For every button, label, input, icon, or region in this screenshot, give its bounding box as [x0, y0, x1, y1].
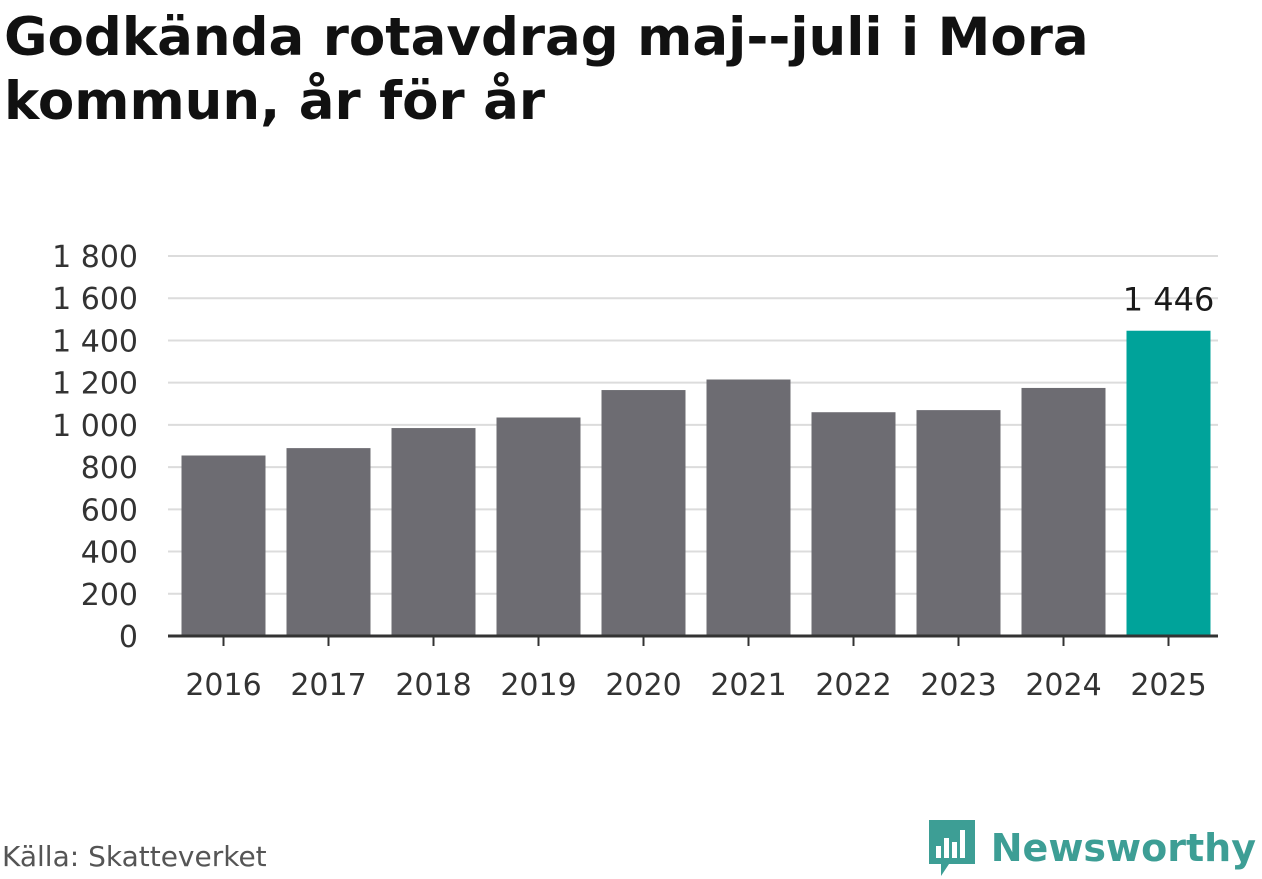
- y-tick-label: 1 800: [52, 240, 138, 275]
- bars: [181, 330, 1211, 636]
- data-label: 1 446: [1123, 281, 1215, 319]
- bar-2024: [1021, 387, 1106, 636]
- y-tick-label: 1 000: [52, 409, 138, 444]
- x-tick-label: 2021: [710, 668, 786, 703]
- brand-name: Newsworthy: [990, 826, 1256, 870]
- x-tick-label: 2022: [815, 668, 891, 703]
- x-axis: 2016 2017 2018 2019 2020 2021 2022 2023 2024 2025: [168, 634, 1218, 703]
- source-note: Källa: Skatteverket: [2, 840, 267, 873]
- y-tick-label: 200: [81, 578, 138, 613]
- x-tick-label: 2024: [1025, 668, 1101, 703]
- bar-2017: [286, 448, 371, 636]
- bar-2022: [811, 412, 896, 636]
- bar-chart-speech-bubble-icon: [928, 820, 975, 876]
- x-tick-label: 2018: [395, 668, 471, 703]
- y-axis-ticks: 0 200 400 600 800 1 000 1 200 1 400 1 600 1 800: [52, 240, 138, 655]
- x-tick-label: 2017: [290, 668, 366, 703]
- x-tick-label: 2023: [920, 668, 996, 703]
- x-tick-label: 2025: [1130, 668, 1206, 703]
- x-tick-label: 2019: [500, 668, 576, 703]
- y-tick-label: 400: [81, 536, 138, 571]
- brand-logo[interactable]: Newsworthy: [927, 818, 1256, 878]
- y-tick-label: 1 400: [52, 324, 138, 359]
- x-tick-label: 2016: [185, 668, 261, 703]
- bar-2018: [391, 428, 476, 636]
- y-tick-label: 1 600: [52, 282, 138, 317]
- y-tick-label: 600: [81, 493, 138, 528]
- y-tick-label: 0: [119, 620, 138, 655]
- bar-2023: [916, 410, 1001, 636]
- bar-2016: [181, 455, 266, 636]
- data-labels: 1 446: [1123, 281, 1215, 319]
- chart-title: Godkända rotavdrag maj--juli i Mora komm…: [4, 7, 1089, 132]
- bar-2025: [1126, 330, 1211, 636]
- bar-2020: [601, 390, 686, 636]
- y-tick-label: 1 200: [52, 367, 138, 402]
- y-tick-label: 800: [81, 451, 138, 486]
- x-tick-label: 2020: [605, 668, 681, 703]
- bar-2019: [496, 417, 581, 636]
- bar-2021: [706, 379, 791, 636]
